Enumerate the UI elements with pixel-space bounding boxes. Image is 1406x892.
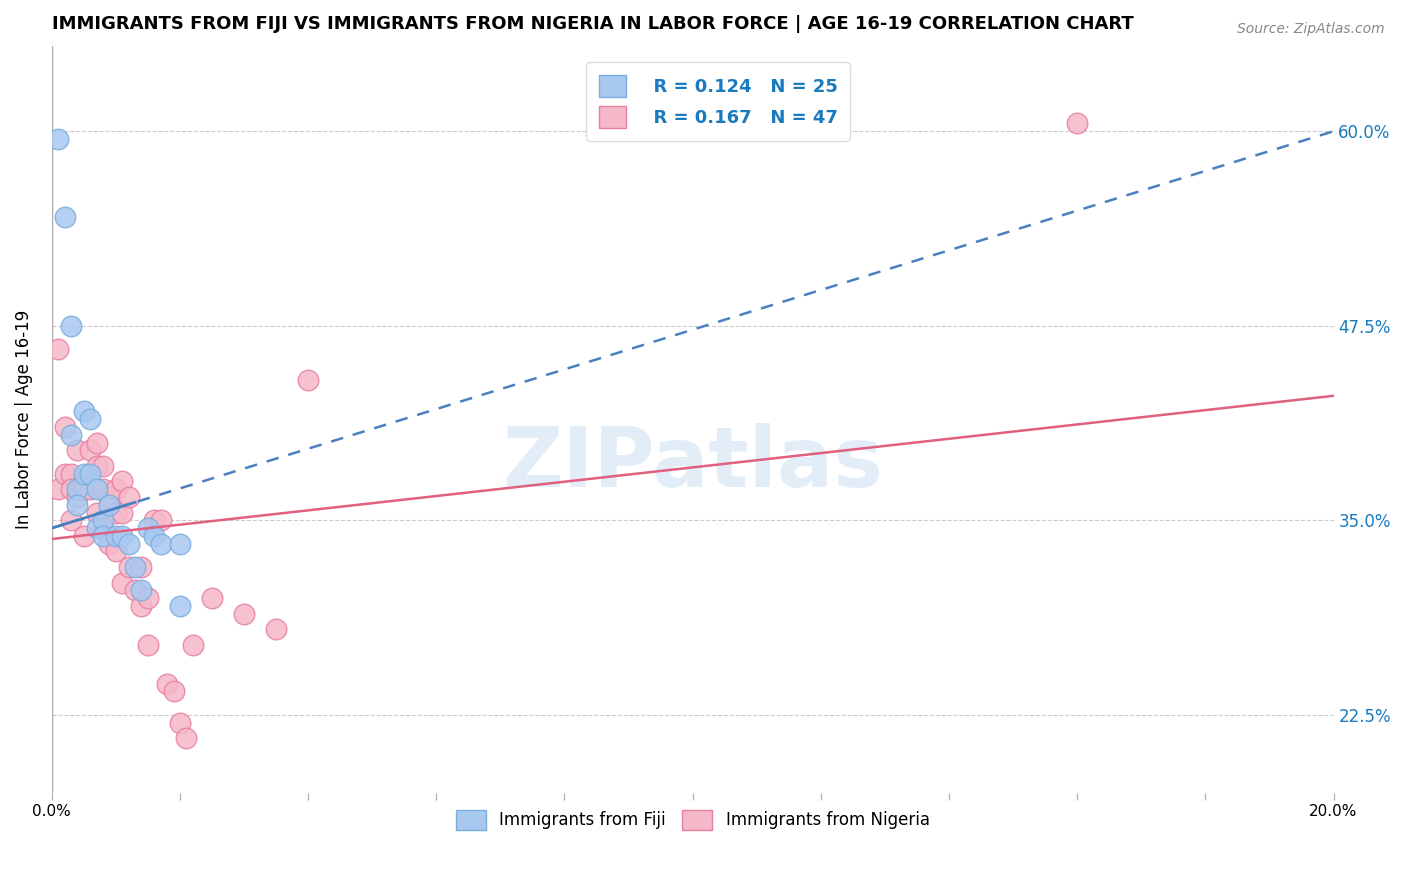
Point: [86, 482, 108, 496]
Point: [66, 498, 89, 512]
Point: [162, 684, 184, 698]
Point: [124, 583, 146, 598]
Point: [118, 536, 141, 550]
Point: [104, 506, 127, 520]
Point: [111, 529, 134, 543]
Point: [149, 536, 172, 550]
Point: [149, 513, 172, 527]
Point: [59, 513, 82, 527]
Point: [143, 513, 166, 527]
Point: [233, 607, 256, 621]
Point: [98, 536, 121, 550]
Point: [66, 482, 89, 496]
Point: [91, 482, 114, 496]
Point: [91, 521, 114, 535]
Point: [98, 490, 121, 504]
Point: [136, 591, 159, 606]
Point: [169, 536, 191, 550]
Point: [59, 482, 82, 496]
Point: [264, 622, 287, 636]
Point: [297, 373, 319, 387]
Point: [86, 458, 108, 473]
Point: [104, 544, 127, 558]
Point: [79, 467, 101, 481]
Point: [118, 560, 141, 574]
Point: [79, 412, 101, 426]
Point: [136, 521, 159, 535]
Point: [59, 427, 82, 442]
Point: [53, 210, 76, 224]
Point: [73, 529, 96, 543]
Point: [79, 482, 101, 496]
Point: [131, 599, 153, 613]
Point: [156, 677, 179, 691]
Point: [73, 475, 96, 489]
Point: [46, 342, 69, 356]
Point: [66, 443, 89, 458]
Y-axis label: In Labor Force | Age 16-19: In Labor Force | Age 16-19: [15, 310, 32, 529]
Point: [111, 475, 134, 489]
Point: [79, 443, 101, 458]
Point: [181, 638, 204, 652]
Text: IMMIGRANTS FROM FIJI VS IMMIGRANTS FROM NIGERIA IN LABOR FORCE | AGE 16-19 CORRE: IMMIGRANTS FROM FIJI VS IMMIGRANTS FROM …: [52, 15, 1133, 33]
Point: [86, 521, 108, 535]
Point: [73, 467, 96, 481]
Point: [136, 638, 159, 652]
Point: [86, 506, 108, 520]
Point: [86, 435, 108, 450]
Point: [46, 132, 69, 146]
Point: [91, 529, 114, 543]
Point: [53, 467, 76, 481]
Text: Source: ZipAtlas.com: Source: ZipAtlas.com: [1237, 22, 1385, 37]
Point: [169, 715, 191, 730]
Point: [111, 575, 134, 590]
Point: [131, 560, 153, 574]
Point: [91, 513, 114, 527]
Point: [169, 599, 191, 613]
Point: [91, 458, 114, 473]
Legend: Immigrants from Fiji, Immigrants from Nigeria: Immigrants from Fiji, Immigrants from Ni…: [449, 803, 936, 837]
Point: [98, 498, 121, 512]
Point: [118, 490, 141, 504]
Point: [66, 490, 89, 504]
Point: [131, 583, 153, 598]
Point: [59, 467, 82, 481]
Point: [143, 529, 166, 543]
Point: [176, 731, 198, 746]
Point: [104, 482, 127, 496]
Point: [1066, 116, 1088, 130]
Point: [201, 591, 224, 606]
Point: [53, 420, 76, 434]
Point: [73, 482, 96, 496]
Point: [124, 560, 146, 574]
Point: [73, 404, 96, 418]
Point: [46, 482, 69, 496]
Text: ZIPatlas: ZIPatlas: [502, 424, 883, 505]
Point: [59, 318, 82, 333]
Point: [104, 529, 127, 543]
Point: [111, 506, 134, 520]
